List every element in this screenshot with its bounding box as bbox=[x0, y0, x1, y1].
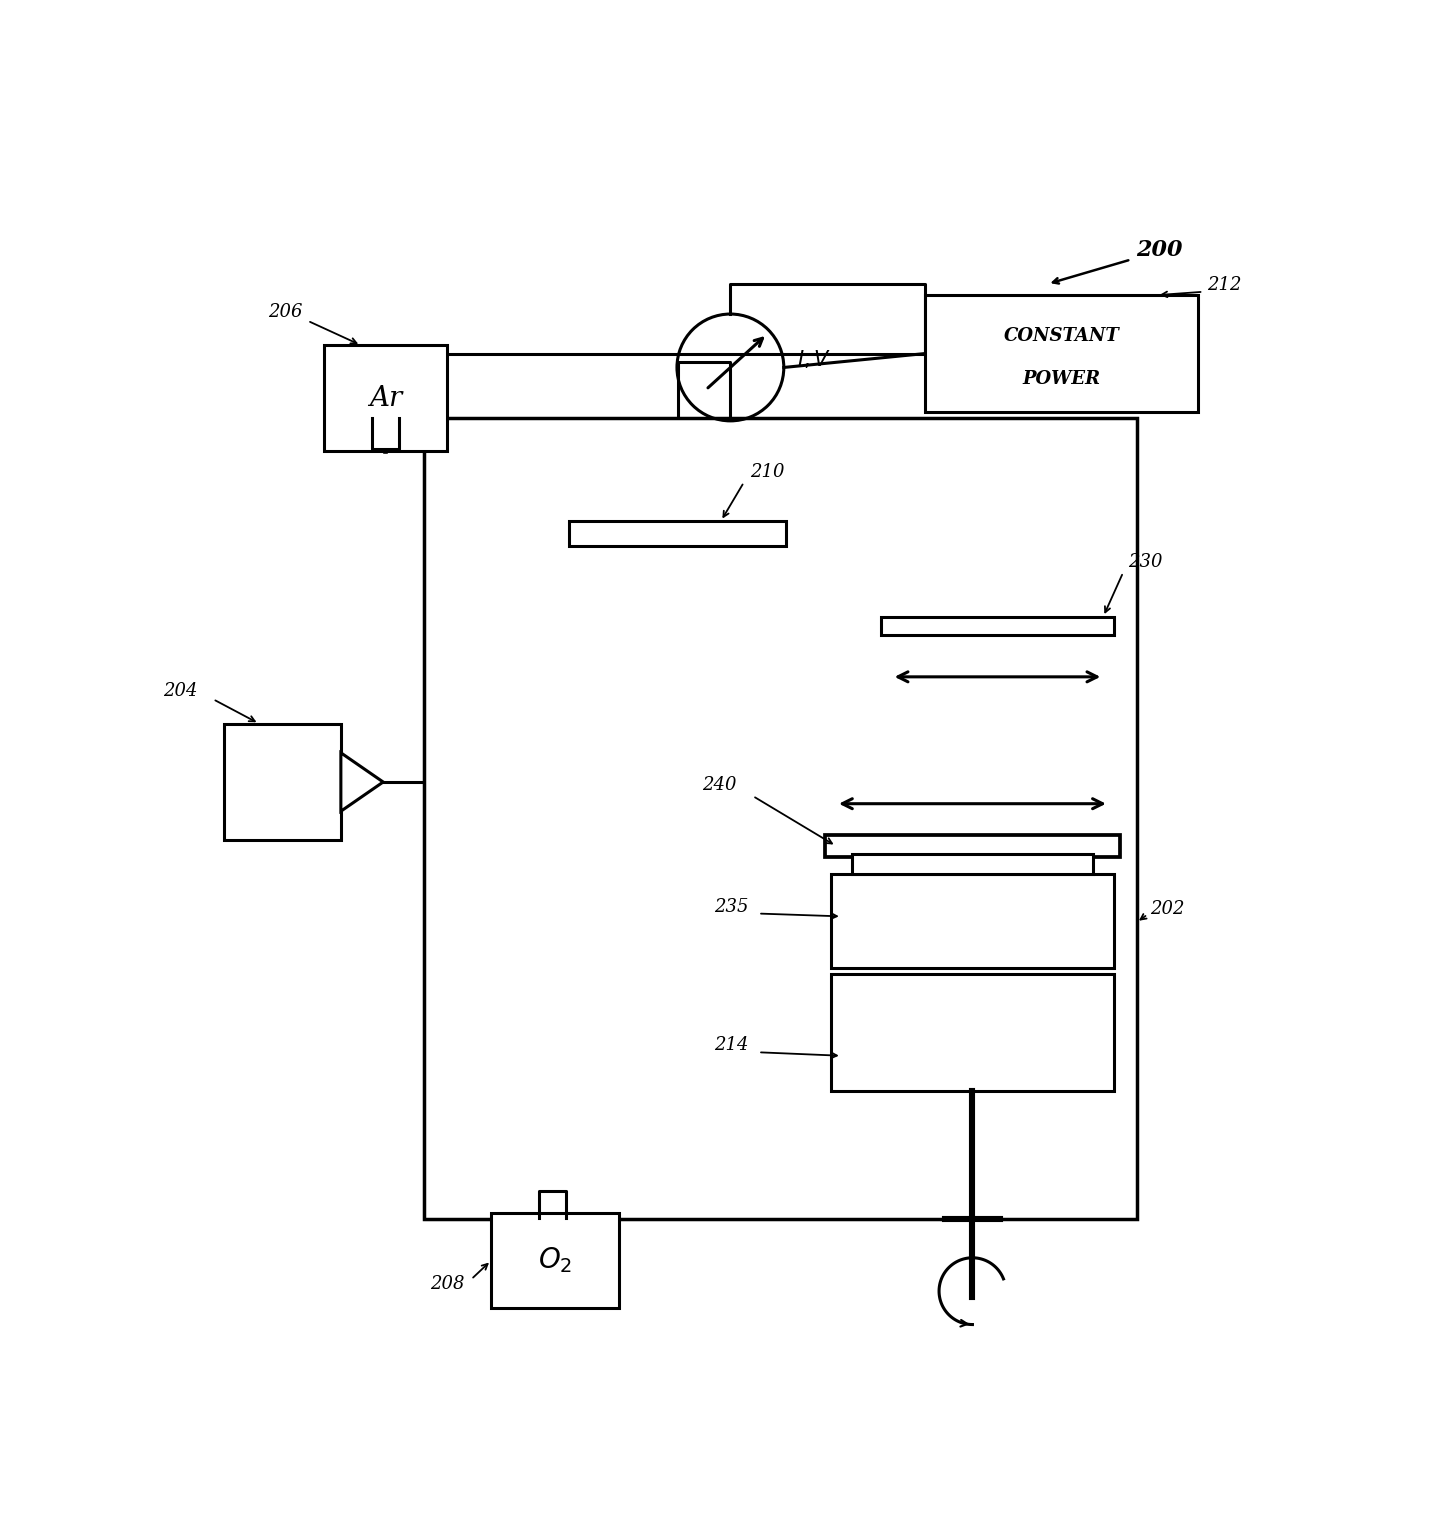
Bar bbox=[425, 418, 1137, 1219]
Text: POWER: POWER bbox=[1022, 371, 1100, 388]
Text: 208: 208 bbox=[429, 1275, 464, 1293]
Text: 206: 206 bbox=[269, 303, 303, 322]
Text: 200: 200 bbox=[1137, 239, 1183, 260]
Text: CONSTANT: CONSTANT bbox=[1004, 326, 1119, 345]
Bar bbox=[224, 723, 340, 841]
Bar bbox=[824, 835, 1120, 856]
Text: Ar: Ar bbox=[369, 385, 402, 412]
Text: 240: 240 bbox=[702, 777, 737, 795]
Polygon shape bbox=[340, 752, 383, 812]
Text: 204: 204 bbox=[162, 682, 197, 700]
Bar bbox=[880, 617, 1114, 634]
Text: $O_2$: $O_2$ bbox=[538, 1246, 572, 1276]
Bar bbox=[325, 345, 447, 450]
Bar bbox=[830, 974, 1114, 1091]
Bar bbox=[852, 853, 1093, 873]
Text: 210: 210 bbox=[750, 463, 784, 481]
Text: $I, V$: $I, V$ bbox=[797, 348, 831, 369]
Text: 202: 202 bbox=[1150, 901, 1185, 918]
Bar bbox=[830, 873, 1114, 968]
Text: 212: 212 bbox=[1206, 276, 1241, 294]
Text: 214: 214 bbox=[714, 1036, 748, 1054]
Text: 235: 235 bbox=[714, 898, 748, 916]
Text: 230: 230 bbox=[1127, 553, 1162, 570]
Bar bbox=[569, 521, 785, 545]
Bar bbox=[491, 1213, 619, 1308]
Bar bbox=[925, 296, 1198, 412]
